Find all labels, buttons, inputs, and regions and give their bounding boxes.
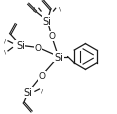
Text: /: / — [4, 38, 6, 43]
Text: Si: Si — [24, 88, 33, 98]
Text: O: O — [35, 44, 42, 53]
Text: Si: Si — [54, 52, 63, 62]
Text: /: / — [33, 6, 35, 11]
Text: Si: Si — [43, 16, 52, 26]
Text: \: \ — [4, 49, 6, 54]
Text: O: O — [48, 32, 55, 41]
Text: Si: Si — [16, 41, 25, 51]
Text: /: / — [41, 87, 43, 92]
Text: O: O — [38, 71, 45, 80]
Text: \: \ — [59, 6, 61, 11]
